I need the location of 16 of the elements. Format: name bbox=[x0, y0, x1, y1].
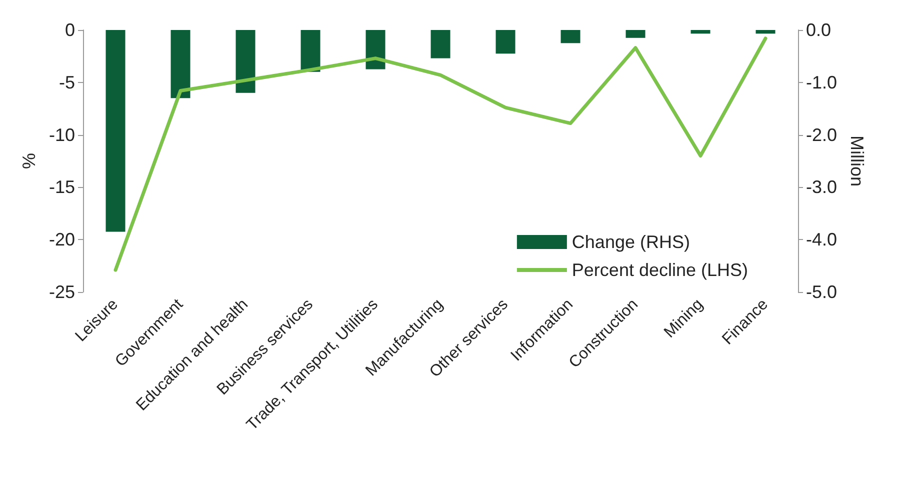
y2-tick-label: 0.0 bbox=[806, 20, 832, 40]
y-tick-label: -25 bbox=[48, 282, 75, 302]
legend-label: Percent decline (LHS) bbox=[572, 260, 748, 280]
y2-tick-label: -1.0 bbox=[806, 72, 838, 92]
y2-tick-label: -3.0 bbox=[806, 177, 838, 198]
y2-axis-title: Million bbox=[846, 135, 867, 187]
legend-label: Change (RHS) bbox=[572, 232, 690, 252]
y2-tick-label: -5.0 bbox=[806, 282, 838, 302]
y2-tick-label: -4.0 bbox=[806, 230, 838, 250]
y-tick-label: -20 bbox=[48, 230, 75, 250]
y-tick-label: -5 bbox=[58, 72, 75, 92]
y2-tick-label: -2.0 bbox=[806, 124, 838, 145]
y-tick-label: 0 bbox=[64, 20, 75, 40]
y-tick-label: -15 bbox=[48, 177, 75, 198]
y-tick-label: -10 bbox=[48, 124, 75, 145]
y-axis-title: % bbox=[19, 152, 39, 170]
